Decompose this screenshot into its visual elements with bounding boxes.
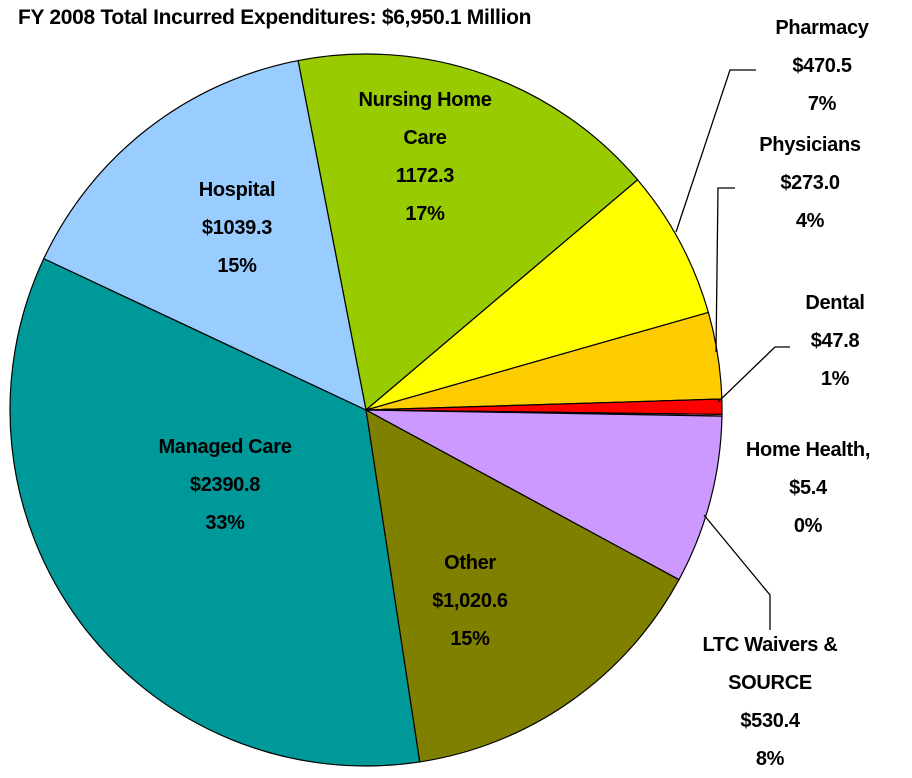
chart-title: FY 2008 Total Incurred Expenditures: $6,… — [18, 6, 532, 29]
leader-lines — [675, 69, 790, 630]
value-label: $1,020.6 — [432, 590, 508, 612]
category-label: Pharmacy — [775, 17, 869, 39]
slice-label: LTC Waivers & SOURCE $530.4 8% — [675, 626, 865, 778]
category-label: Physicians — [759, 134, 861, 156]
pie-slice — [9, 257, 421, 767]
value-label: $2390.8 — [189, 474, 261, 496]
percent-label: 0% — [793, 515, 823, 537]
category-label: Home Health, — [745, 439, 871, 461]
category-label: Dental — [805, 292, 865, 314]
leader-line — [675, 69, 756, 233]
percent-label: 7% — [807, 93, 837, 115]
leader-line — [715, 187, 735, 353]
category-label: Nursing Home Care — [358, 89, 492, 149]
percent-label: 17% — [405, 203, 445, 225]
value-label: $47.8 — [810, 330, 860, 352]
percent-label: 4% — [795, 210, 825, 232]
category-label: Hospital — [198, 179, 276, 201]
value-label: 1172.3 — [395, 165, 455, 187]
pie-slice — [42, 59, 367, 412]
leader-line — [717, 346, 790, 403]
value-label: $470.5 — [792, 55, 852, 77]
percent-label: 33% — [205, 512, 245, 534]
slice-label: Pharmacy $470.5 7% — [752, 9, 892, 123]
slice-label: Physicians $273.0 4% — [735, 126, 885, 240]
category-label: LTC Waivers & SOURCE — [702, 634, 838, 694]
leader-line — [703, 514, 771, 630]
slice-label: Other $1,020.6 15% — [395, 544, 545, 658]
percent-label: 1% — [820, 368, 850, 390]
value-label: $530.4 — [740, 710, 800, 732]
slice-label: Managed Care $2390.8 33% — [125, 428, 325, 542]
value-label: $273.0 — [780, 172, 840, 194]
category-label: Other — [444, 552, 496, 574]
slice-label: Home Health, $5.4 0% — [728, 431, 888, 545]
percent-label: 8% — [755, 748, 785, 770]
slice-label: Dental $47.8 1% — [775, 284, 895, 398]
percent-label: 15% — [217, 255, 257, 277]
value-label: $5.4 — [789, 477, 827, 499]
pie-slice — [297, 53, 639, 412]
slice-label: Nursing Home Care 1172.3 17% — [345, 81, 505, 233]
pie-slice — [365, 408, 680, 763]
category-label: Managed Care — [158, 436, 292, 458]
value-label: $1039.3 — [201, 217, 273, 239]
slice-label: Hospital $1039.3 15% — [162, 171, 312, 285]
percent-label: 15% — [450, 628, 490, 650]
pie-slice — [365, 179, 710, 411]
pie-slice — [365, 409, 723, 581]
